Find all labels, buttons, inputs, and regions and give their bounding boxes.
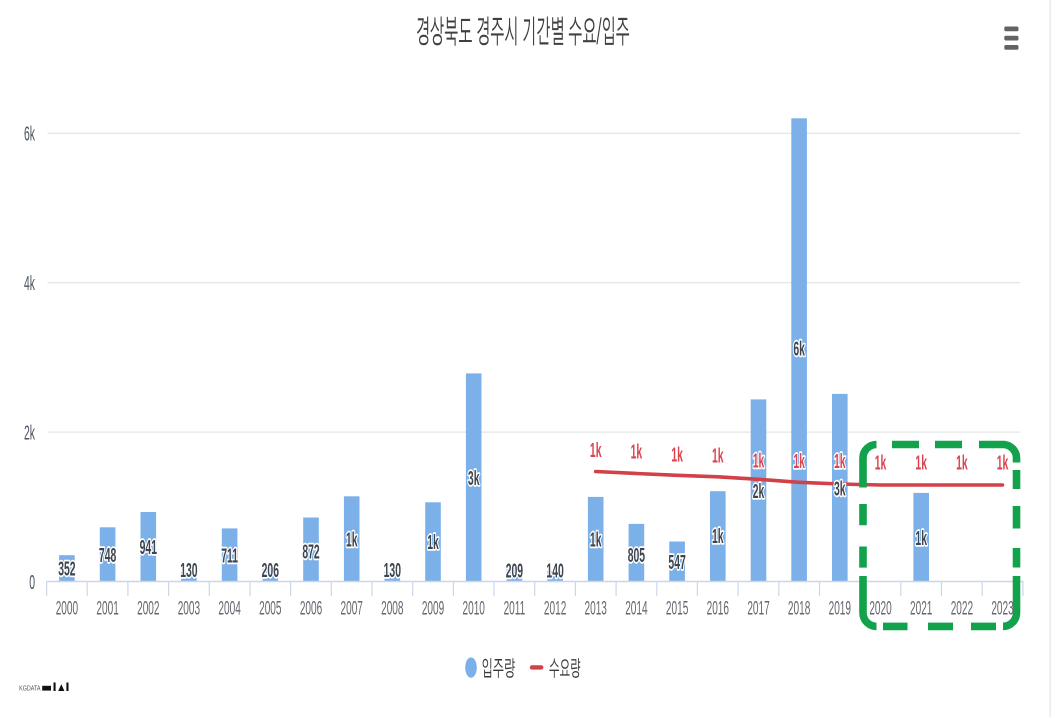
- svg-text:352: 352: [58, 559, 75, 580]
- svg-text:2022: 2022: [951, 598, 973, 619]
- svg-text:2019: 2019: [829, 598, 851, 619]
- svg-text:6k: 6k: [24, 124, 35, 145]
- svg-text:1k: 1k: [915, 453, 927, 474]
- svg-text:2002: 2002: [137, 598, 159, 619]
- svg-text:3k: 3k: [834, 479, 846, 500]
- svg-text:1k: 1k: [590, 530, 602, 551]
- svg-text:711: 711: [221, 546, 238, 567]
- svg-text:2k: 2k: [753, 481, 765, 502]
- svg-text:2012: 2012: [544, 598, 566, 619]
- svg-text:2015: 2015: [666, 598, 688, 619]
- svg-text:1k: 1k: [793, 452, 805, 473]
- svg-text:2011: 2011: [504, 598, 526, 619]
- svg-text:1k: 1k: [956, 453, 968, 474]
- svg-text:1k: 1k: [753, 451, 765, 472]
- svg-text:1k: 1k: [346, 530, 358, 551]
- svg-text:2k: 2k: [24, 423, 35, 444]
- svg-text:2003: 2003: [178, 598, 200, 619]
- svg-text:2000: 2000: [56, 598, 78, 619]
- svg-text:2004: 2004: [218, 598, 240, 619]
- svg-text:206: 206: [262, 560, 279, 581]
- svg-text:2017: 2017: [747, 598, 769, 619]
- svg-text:941: 941: [140, 538, 157, 559]
- svg-text:130: 130: [384, 560, 401, 581]
- svg-text:547: 547: [668, 552, 685, 573]
- svg-text:0: 0: [29, 572, 35, 593]
- svg-text:2010: 2010: [463, 598, 485, 619]
- svg-text:872: 872: [302, 542, 319, 563]
- svg-text:805: 805: [628, 545, 645, 566]
- svg-text:1k: 1k: [712, 446, 724, 467]
- svg-text:KGDATA: KGDATA: [19, 685, 41, 693]
- svg-text:1k: 1k: [834, 452, 846, 473]
- svg-text:748: 748: [99, 545, 116, 566]
- svg-text:4k: 4k: [24, 274, 35, 295]
- svg-text:2018: 2018: [788, 598, 810, 619]
- svg-text:1k: 1k: [427, 532, 439, 553]
- svg-text:2005: 2005: [259, 598, 281, 619]
- svg-text:2008: 2008: [381, 598, 403, 619]
- svg-text:2016: 2016: [707, 598, 729, 619]
- svg-text:1k: 1k: [875, 453, 887, 474]
- svg-text:2001: 2001: [96, 598, 118, 619]
- svg-text:1k: 1k: [997, 453, 1009, 474]
- svg-text:1k: 1k: [631, 442, 643, 463]
- svg-text:209: 209: [506, 561, 523, 582]
- svg-text:3k: 3k: [468, 468, 480, 489]
- svg-text:2023: 2023: [991, 598, 1013, 619]
- svg-text:140: 140: [546, 561, 563, 582]
- svg-text:2021: 2021: [910, 598, 932, 619]
- svg-text:1k: 1k: [915, 528, 927, 549]
- svg-text:2020: 2020: [869, 598, 891, 619]
- svg-text:2014: 2014: [625, 598, 647, 619]
- svg-text:1k: 1k: [712, 526, 724, 547]
- svg-text:2007: 2007: [341, 598, 363, 619]
- svg-text:2009: 2009: [422, 598, 444, 619]
- svg-text:1k: 1k: [671, 445, 683, 466]
- svg-text:2013: 2013: [585, 598, 607, 619]
- svg-text:2006: 2006: [300, 598, 322, 619]
- svg-text:130: 130: [180, 560, 197, 581]
- svg-text:6k: 6k: [793, 339, 805, 360]
- svg-text:1k: 1k: [590, 440, 602, 461]
